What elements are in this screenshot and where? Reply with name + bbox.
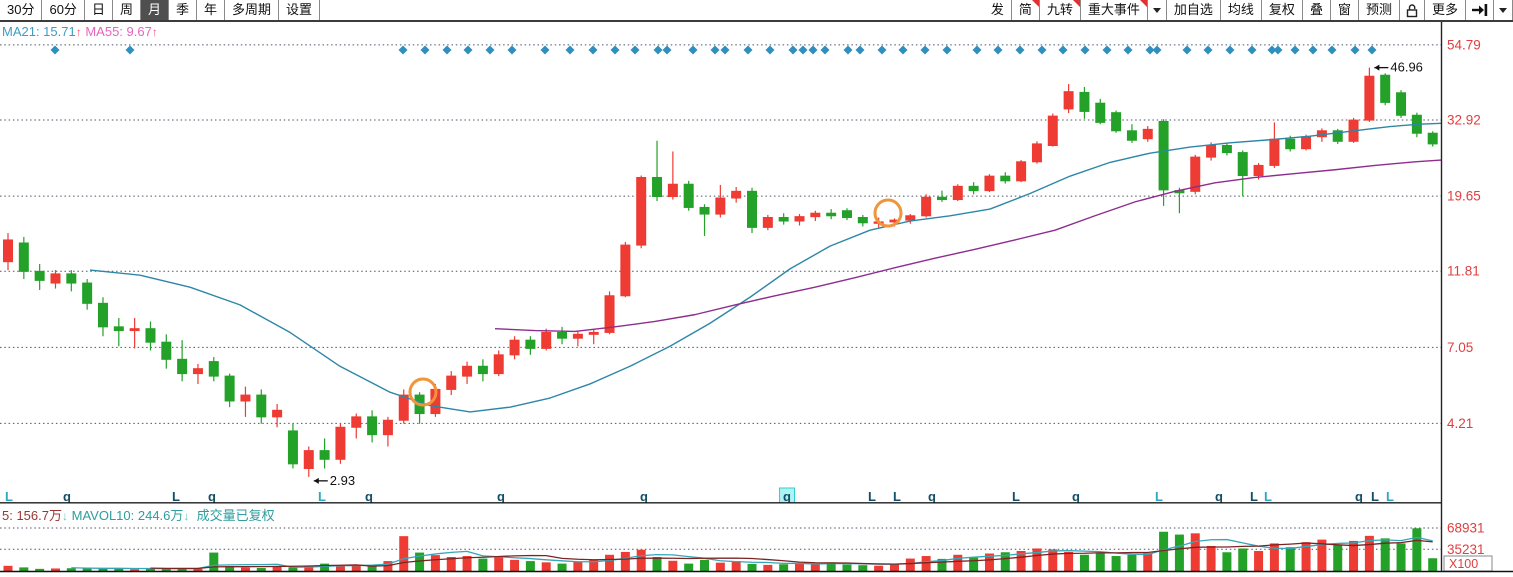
svg-text:q: q [365, 489, 373, 504]
tool-button-2[interactable]: 简 [1011, 0, 1040, 20]
dropdown-caret-icon[interactable] [1494, 0, 1513, 20]
jump-to-latest-icon[interactable] [1466, 0, 1494, 20]
svg-text:68931: 68931 [1447, 521, 1485, 536]
tool-button-4[interactable]: 重大事件 [1080, 0, 1148, 20]
frame-lines [0, 21, 1513, 573]
ma-indicator-labels: MA21: 15.71↑ MA55: 9.67↑ [2, 24, 158, 39]
tool-button-8[interactable]: 复权 [1261, 0, 1303, 20]
tool-button-9[interactable]: 叠 [1302, 0, 1331, 20]
period-button-8[interactable]: 多周期 [225, 0, 280, 20]
svg-text:32.92: 32.92 [1447, 113, 1481, 128]
period-button-6[interactable]: 季 [168, 0, 197, 20]
svg-text:L: L [893, 489, 901, 504]
svg-text:q: q [928, 489, 936, 504]
volume-unit-box: X100 [1443, 555, 1493, 572]
tool-button-11[interactable]: 预测 [1358, 0, 1400, 20]
mavol5-label: 5: 156.7万 [2, 508, 62, 523]
period-button-1[interactable]: 30分 [0, 0, 43, 20]
svg-text:L: L [1264, 489, 1272, 504]
period-button-5[interactable]: 月 [140, 0, 169, 20]
caret-down-icon [1152, 8, 1161, 13]
svg-text:11.81: 11.81 [1447, 264, 1480, 279]
svg-text:L: L [1250, 489, 1258, 504]
svg-text:L: L [868, 489, 876, 504]
top-toolbar: 30分 60分日周月季年多周期 设置 发简九转 重大事件 加自选 均线 复权叠窗预测 更多 [0, 0, 1513, 22]
period-button-7[interactable]: 年 [197, 0, 226, 20]
svg-text:L: L [1155, 489, 1163, 504]
red-corner-flag-icon [1072, 0, 1080, 7]
svg-text:54.79: 54.79 [1447, 37, 1481, 52]
svg-text:L: L [1012, 489, 1020, 504]
mavol10-down-arrow-icon: ↓ [183, 509, 190, 523]
tools-toolbar: 发简九转 重大事件 加自选 均线 复权叠窗预测 更多 [983, 0, 1513, 20]
tool-button-6[interactable]: 加自选 [1166, 0, 1221, 20]
period-toolbar: 30分 60分日周月季年多周期 设置 [0, 0, 321, 20]
svg-text:q: q [1355, 489, 1363, 504]
svg-text:35231: 35231 [1447, 542, 1485, 557]
svg-text:7.05: 7.05 [1447, 340, 1473, 355]
svg-text:L: L [5, 489, 13, 504]
svg-text:4.21: 4.21 [1447, 416, 1473, 431]
period-button-3[interactable]: 日 [84, 0, 113, 20]
svg-text:L: L [318, 489, 326, 504]
event-diamonds [50, 45, 1377, 55]
price-gridlines: 54.79 32.92 19.65 11.81 7.05 4.21 [0, 37, 1481, 431]
red-corner-flag-icon [1031, 0, 1039, 7]
ma55-up-arrow-icon: ↑ [151, 25, 158, 39]
highlight-circles [408, 198, 903, 407]
period-button-2[interactable]: 60分 [42, 0, 85, 20]
svg-text:q: q [63, 489, 71, 504]
mavol-lines [71, 536, 1433, 570]
padlock-icon [1406, 3, 1418, 17]
period-button-9[interactable]: 设置 [279, 0, 321, 20]
svg-text:X100: X100 [1449, 557, 1478, 571]
svg-text:L: L [1371, 489, 1379, 504]
svg-text:q: q [1072, 489, 1080, 504]
ma21-up-arrow-icon: ↑ [75, 25, 82, 39]
volume-gridlines: 68931 35231 [0, 521, 1485, 557]
svg-text:L: L [172, 489, 180, 504]
svg-text:46.96: 46.96 [1390, 60, 1423, 75]
svg-text:L: L [1386, 489, 1394, 504]
tool-button-1[interactable]: 发 [983, 0, 1012, 20]
svg-text:q: q [640, 489, 648, 504]
tool-button-10[interactable]: 窗 [1330, 0, 1359, 20]
arrow-to-bar-icon [1472, 4, 1488, 16]
mavol5-down-arrow-icon: ↓ [62, 509, 68, 523]
svg-text:q: q [497, 489, 505, 504]
svg-text:q: q [208, 489, 216, 504]
tool-button-3[interactable]: 九转 [1039, 0, 1081, 20]
svg-text:2.93: 2.93 [330, 473, 355, 488]
volume-header: 5: 156.7万↓ MAVOL10: 244.6万↓ 成交量已复权 [2, 505, 281, 524]
svg-text:q: q [783, 489, 791, 504]
red-corner-flag-icon [1139, 0, 1147, 7]
lock-icon[interactable] [1399, 0, 1425, 20]
tool-button-7[interactable]: 均线 [1220, 0, 1262, 20]
svg-text:19.65: 19.65 [1447, 189, 1481, 204]
price-annotations: 2.93 46.96 [313, 60, 1423, 488]
dropdown-caret-icon[interactable] [1147, 0, 1167, 20]
candles [3, 67, 1438, 477]
ma55-label: MA55: 9.67 [85, 24, 152, 39]
svg-text:q: q [1215, 489, 1223, 504]
tool-button-13[interactable]: 更多 [1424, 0, 1466, 20]
volume-bars [3, 528, 1438, 572]
ma21-label: MA21: 15.71 [2, 24, 76, 39]
ma-lines [89, 122, 1442, 413]
caret-down-icon [1499, 8, 1507, 13]
volume-adjusted-note: 成交量已复权 [196, 508, 275, 523]
mavol10-label: MAVOL10: 244.6万 [71, 508, 184, 523]
period-button-4[interactable]: 周 [112, 0, 141, 20]
